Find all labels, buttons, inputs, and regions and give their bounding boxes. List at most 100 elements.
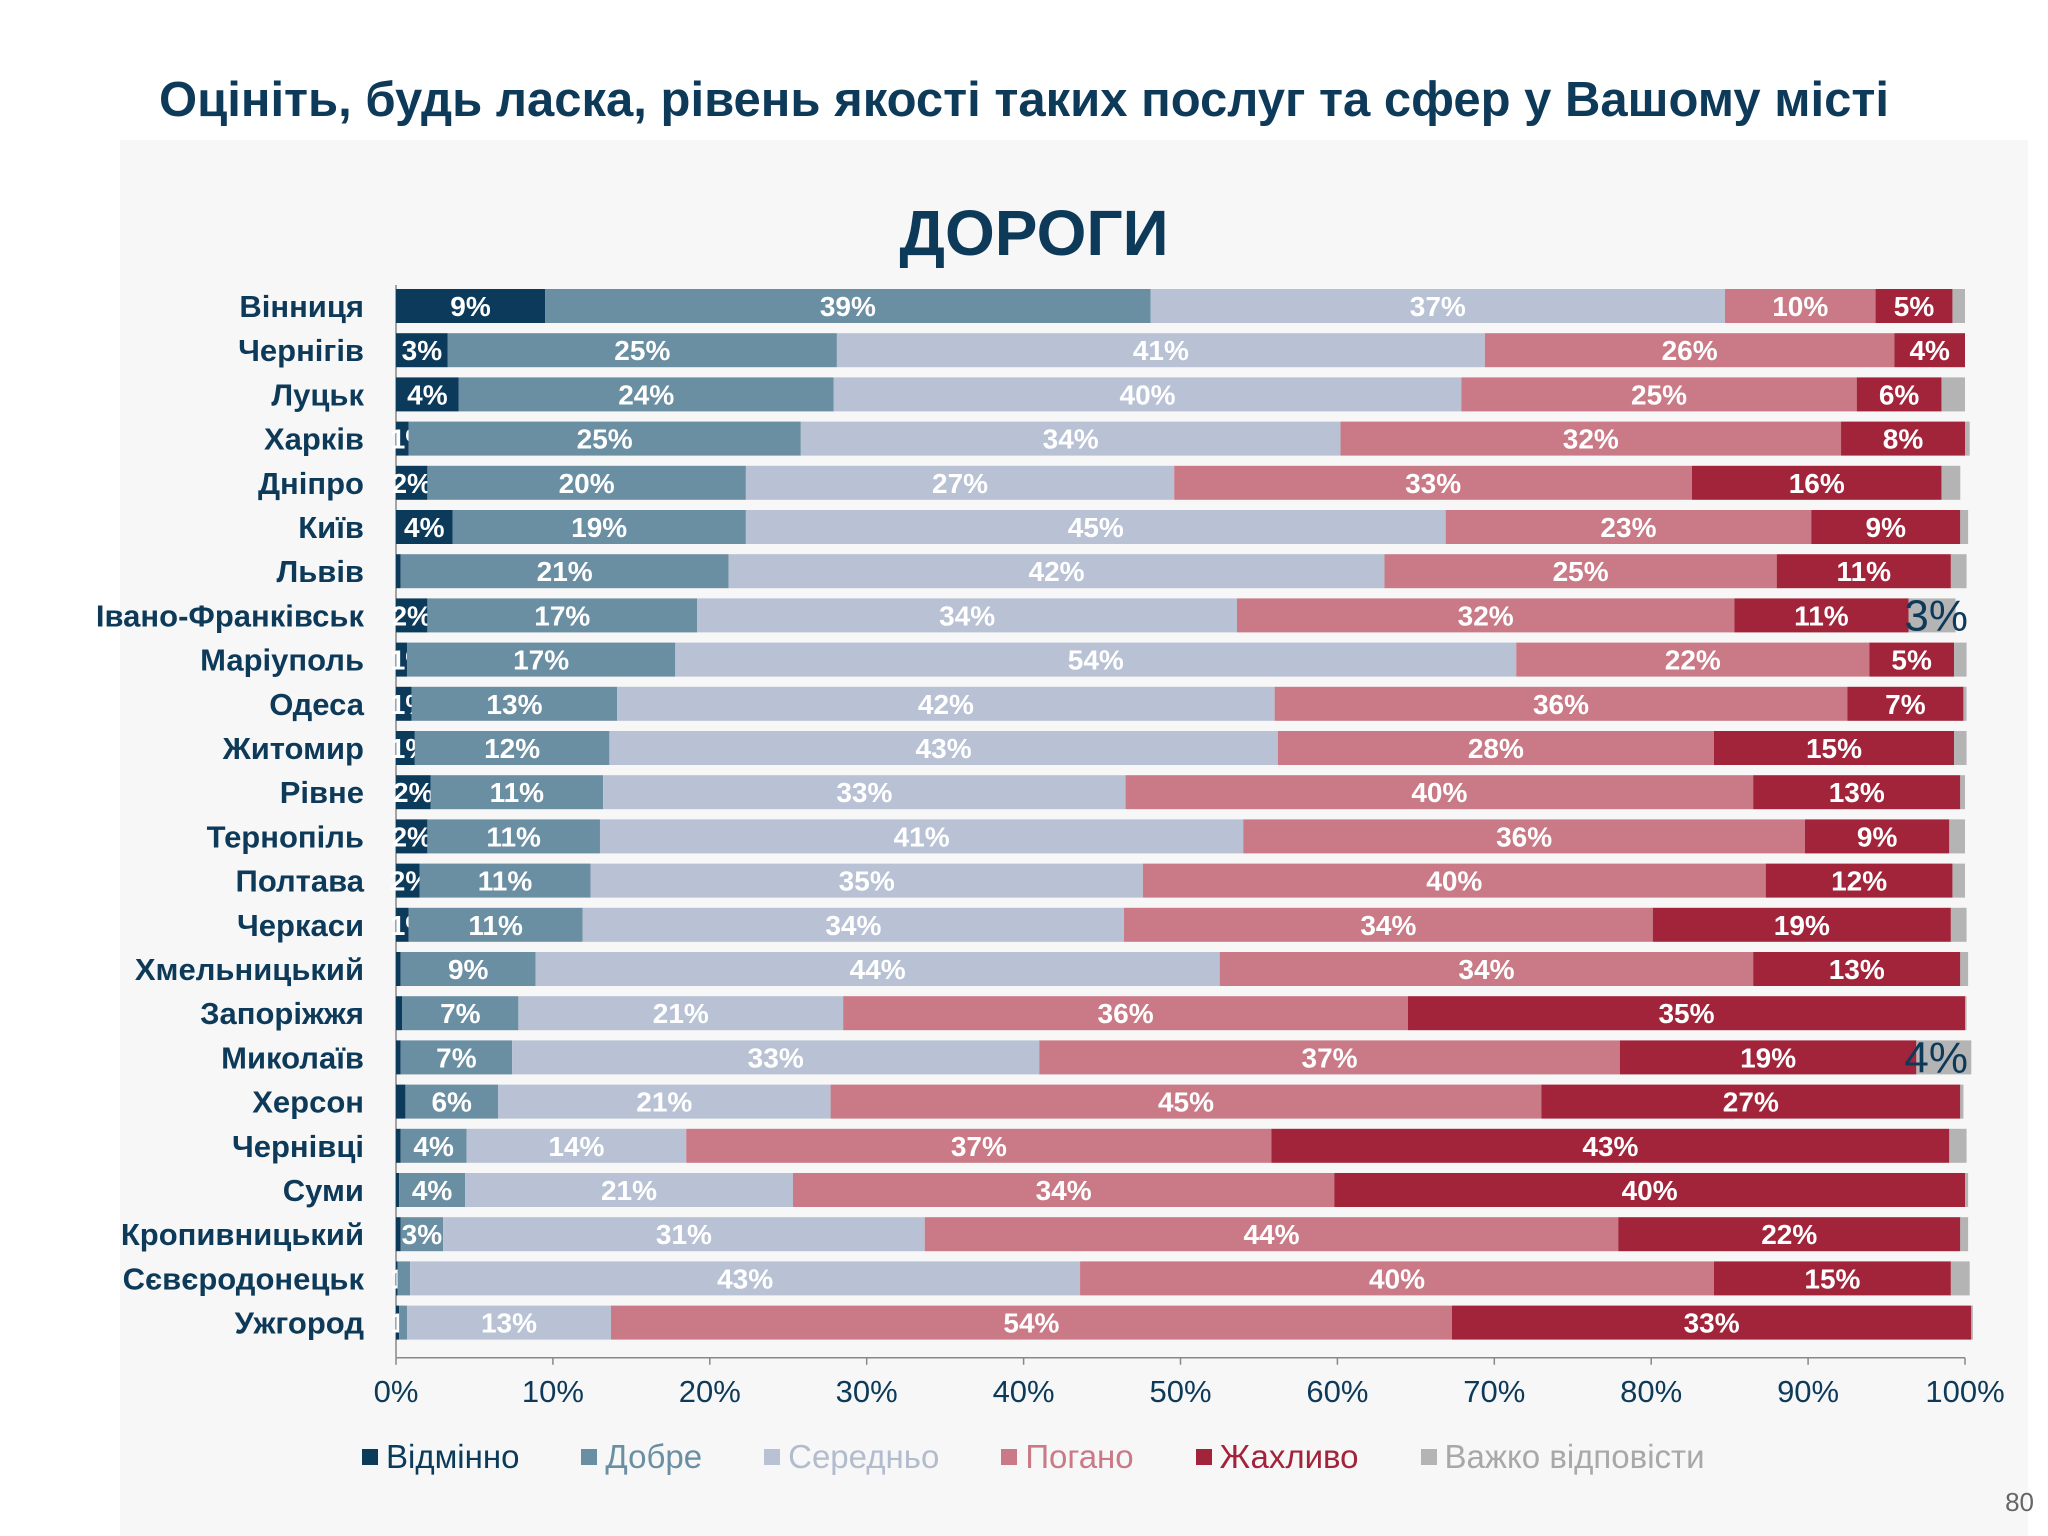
data-label: 2%	[391, 821, 432, 852]
data-label: 39%	[820, 291, 876, 322]
bar-segment	[728, 554, 1385, 589]
legend-swatch	[764, 1449, 781, 1465]
chart-legend: Відмінно Добре Середньо Погано Жахливо Важко …	[362, 1437, 1767, 1477]
data-label: 5%	[1894, 291, 1935, 322]
data-label: 40%	[1120, 379, 1176, 410]
data-label: 44%	[850, 954, 906, 985]
bar-segment	[410, 1261, 1081, 1296]
bar-segment	[582, 907, 1125, 942]
bar-segment	[396, 952, 401, 986]
bar-segment	[1451, 1305, 1972, 1340]
data-label: 6%	[431, 1087, 472, 1118]
bar-segment	[924, 1217, 1619, 1252]
page-number: 80	[2005, 1487, 2034, 1517]
bar-segment	[1713, 731, 1955, 765]
bar-segment	[414, 731, 610, 765]
bar-segment	[1960, 952, 1969, 986]
bar-segment	[396, 421, 409, 456]
bar-segment	[1618, 1217, 1961, 1252]
data-label: 25%	[577, 424, 633, 455]
data-label: 11%	[490, 777, 545, 808]
bar-segment	[1941, 377, 1965, 412]
bar-segment	[1952, 289, 1965, 323]
bar-segment	[1734, 598, 1909, 633]
x-tick-label: 70%	[1463, 1374, 1525, 1409]
data-label: 7%	[440, 998, 481, 1029]
data-label: 11%	[468, 910, 523, 941]
legend-swatch	[362, 1449, 378, 1465]
bar-segment	[400, 554, 729, 589]
bar-segment	[452, 510, 746, 544]
x-tick-label: 10%	[522, 1374, 584, 1409]
data-label: 44%	[1243, 1219, 1299, 1250]
bar-segment	[1960, 1217, 1969, 1252]
data-label: 6%	[1879, 379, 1920, 410]
category-label: Ужгород	[235, 1306, 365, 1341]
data-label: 45%	[1158, 1087, 1214, 1118]
bar-segment	[1516, 642, 1870, 677]
bar-segment	[1841, 421, 1965, 456]
data-label: 3%	[1904, 591, 1968, 640]
data-label: 3%	[402, 1219, 443, 1250]
category-label: Івано-Франківськ	[96, 598, 365, 633]
bar-segment	[396, 510, 453, 544]
bar-segment	[1277, 731, 1714, 765]
bar-segment	[400, 952, 536, 986]
bar-segment	[465, 1173, 793, 1207]
bar-segment	[399, 1305, 407, 1340]
category-label: Запоріжжя	[200, 996, 364, 1031]
data-label: 28%	[1468, 733, 1524, 764]
bar-segment	[1142, 863, 1766, 898]
data-label: 37%	[1410, 291, 1466, 322]
data-label: 40%	[1426, 866, 1482, 897]
bar-segment	[1765, 863, 1953, 898]
data-label: 36%	[1496, 821, 1552, 852]
bar-segment	[599, 819, 1244, 854]
bar-segment	[1334, 1173, 1965, 1207]
bar-segment	[396, 377, 459, 412]
bar-segment	[1408, 996, 1965, 1031]
bar-segment	[1271, 1128, 1950, 1163]
bar-segment	[396, 1128, 401, 1163]
legend-swatch	[1420, 1449, 1437, 1465]
data-label: 21%	[537, 556, 593, 587]
bar-segment	[402, 996, 519, 1031]
legend-label: Відмінно	[386, 1438, 520, 1475]
data-label: 36%	[1098, 998, 1154, 1029]
legend-item: Важко відповісти	[1420, 1438, 1705, 1476]
data-label: 19%	[571, 512, 627, 543]
bar-segment	[535, 952, 1220, 986]
data-label: 19%	[1740, 1042, 1796, 1073]
bar-segment	[1954, 731, 1967, 765]
category-label: Тернопіль	[207, 819, 364, 854]
bar-segment	[518, 996, 844, 1031]
bar-segment	[1954, 642, 1967, 677]
bar-segment	[405, 1084, 498, 1119]
bar-segment	[443, 1217, 925, 1252]
bar-segment	[1340, 421, 1842, 456]
data-label: 27%	[1723, 1087, 1779, 1118]
bar-segment	[1619, 1040, 1917, 1075]
bar-segment	[396, 1084, 406, 1119]
bar-segment	[1811, 510, 1961, 544]
data-label: 3%	[402, 335, 443, 366]
bar-segment	[833, 377, 1462, 412]
data-label: 9%	[1857, 821, 1898, 852]
bar-segment	[1856, 377, 1942, 412]
data-label: 40%	[1411, 777, 1467, 808]
category-label: Чернігів	[238, 333, 364, 368]
page-title: Оцініть, будь ласка, рівень якості таких…	[159, 73, 1889, 127]
data-label: 13%	[481, 1308, 537, 1339]
x-tick-label: 40%	[993, 1374, 1055, 1409]
bar-segment	[396, 731, 415, 765]
x-tick-label: 60%	[1306, 1374, 1368, 1409]
bar-segment	[1952, 863, 1965, 898]
data-label: 43%	[717, 1263, 773, 1294]
bar-segment	[411, 686, 618, 721]
bar-segment	[590, 863, 1143, 898]
data-label: 40%	[1369, 1263, 1425, 1294]
bar-segment	[792, 1173, 1335, 1207]
bar-segment	[396, 686, 412, 721]
legend-item: Середньо	[764, 1438, 939, 1476]
